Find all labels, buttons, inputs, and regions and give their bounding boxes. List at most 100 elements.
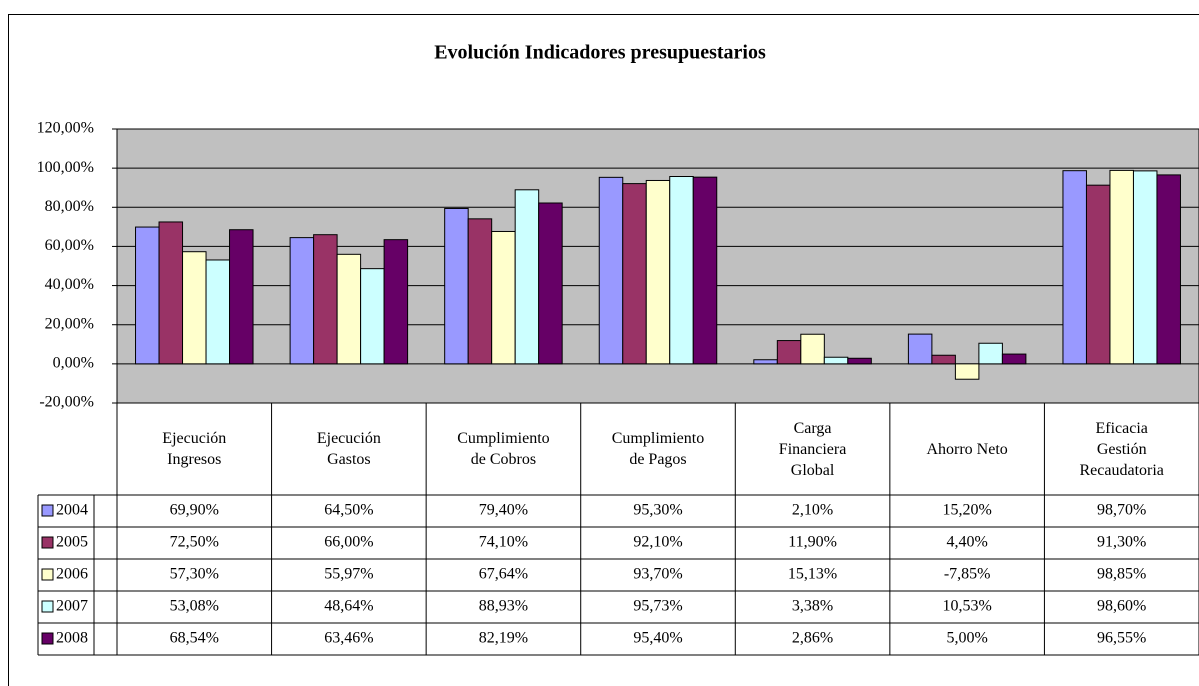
value-label: 95,30% xyxy=(633,502,682,519)
value-label: 68,54% xyxy=(170,630,219,647)
y-tick-label: -20,00% xyxy=(39,394,94,411)
y-tick-label: 0,00% xyxy=(53,355,94,372)
legend-label: 2005 xyxy=(56,534,88,551)
category-cell: Ahorro Neto xyxy=(926,440,1008,458)
legend-key xyxy=(41,632,54,645)
value-label: 74,10% xyxy=(479,534,528,551)
category-label: Ejecución Gastos xyxy=(316,430,381,468)
bar xyxy=(1132,170,1158,365)
category-cell: Ejecución Ingresos xyxy=(162,430,227,468)
value-label: 11,90% xyxy=(788,534,837,551)
bar xyxy=(336,253,362,365)
value-label: 2,86% xyxy=(792,630,833,647)
bar xyxy=(383,239,409,365)
value-label: 96,55% xyxy=(1097,630,1146,647)
bar xyxy=(1062,170,1087,365)
value-label: 66,00% xyxy=(324,534,373,551)
bar xyxy=(467,218,493,365)
bar xyxy=(1109,169,1134,365)
value-label: 5,00% xyxy=(946,630,987,647)
value-label: 10,53% xyxy=(942,598,991,615)
bar xyxy=(598,176,624,365)
bar xyxy=(692,176,718,365)
value-label: 92,10% xyxy=(633,534,682,551)
bar xyxy=(1156,174,1181,365)
bar xyxy=(158,221,184,365)
category-label: Ejecución Ingresos xyxy=(162,430,227,468)
value-label: 15,20% xyxy=(942,502,991,519)
value-label: -7,85% xyxy=(944,566,991,583)
bar xyxy=(1001,353,1027,365)
legend-label: 2006 xyxy=(56,566,88,583)
legend-label: 2007 xyxy=(56,598,88,615)
value-label: 63,46% xyxy=(324,630,373,647)
legend-key xyxy=(41,568,54,581)
value-label: 95,40% xyxy=(633,630,682,647)
bar xyxy=(1085,184,1111,365)
value-label: 4,40% xyxy=(946,534,987,551)
value-label: 82,19% xyxy=(479,630,528,647)
chart-title: Evolución Indicadores presupuestarios xyxy=(434,42,766,64)
y-tick-label: 60,00% xyxy=(45,237,94,254)
legend-key xyxy=(41,536,54,549)
bar xyxy=(514,189,540,365)
bar xyxy=(538,202,563,365)
category-label: Cumplimiento de Pagos xyxy=(611,430,705,468)
bar xyxy=(645,179,671,365)
y-tick-label: 100,00% xyxy=(37,159,94,176)
value-label: 88,93% xyxy=(479,598,528,615)
y-tick-label: 120,00% xyxy=(37,120,94,137)
value-label: 67,64% xyxy=(479,566,528,583)
category-label: Eficacia Gestión Recaudatoria xyxy=(1079,419,1164,479)
bar xyxy=(800,333,825,365)
legend-key xyxy=(41,600,54,613)
bar xyxy=(847,357,872,365)
y-tick-label: 80,00% xyxy=(45,198,94,215)
value-label: 72,50% xyxy=(170,534,219,551)
bar xyxy=(444,207,469,365)
value-label: 55,97% xyxy=(324,566,373,583)
value-label: 98,85% xyxy=(1097,566,1146,583)
bar xyxy=(313,234,338,365)
bar xyxy=(491,230,516,365)
bar xyxy=(289,237,315,365)
bar xyxy=(622,183,647,365)
value-label: 2,10% xyxy=(792,502,833,519)
value-label: 93,70% xyxy=(633,566,682,583)
bar xyxy=(931,354,956,365)
value-label: 3,38% xyxy=(792,598,833,615)
bar xyxy=(907,333,933,365)
value-label: 98,70% xyxy=(1097,502,1146,519)
bar xyxy=(776,340,802,365)
y-tick-label: 40,00% xyxy=(45,276,94,293)
value-label: 98,60% xyxy=(1097,598,1146,615)
legend-key xyxy=(41,504,54,517)
bar xyxy=(954,363,980,380)
bar xyxy=(753,359,778,365)
value-label: 79,40% xyxy=(479,502,528,519)
legend-label: 2004 xyxy=(56,502,88,519)
category-cell: Ejecución Gastos xyxy=(316,430,381,468)
value-label: 57,30% xyxy=(170,566,219,583)
category-cell: Carga Financiera Global xyxy=(778,419,847,479)
bar xyxy=(978,342,1003,365)
category-cell: Eficacia Gestión Recaudatoria xyxy=(1079,419,1164,479)
bar xyxy=(135,226,160,365)
value-label: 95,73% xyxy=(633,598,682,615)
value-label: 64,50% xyxy=(324,502,373,519)
y-tick-label: 20,00% xyxy=(45,315,94,332)
bar xyxy=(360,268,385,365)
bar xyxy=(182,251,207,365)
category-label: Cumplimiento de Cobros xyxy=(457,430,550,468)
category-cell: Cumplimiento de Pagos xyxy=(611,430,705,468)
category-label: Carga Financiera Global xyxy=(778,419,847,479)
category-cell: Cumplimiento de Cobros xyxy=(457,430,550,468)
category-label: Ahorro Neto xyxy=(926,440,1008,458)
bar xyxy=(205,259,231,365)
legend-label: 2008 xyxy=(56,630,88,647)
value-label: 69,90% xyxy=(170,502,219,519)
bar xyxy=(823,356,849,365)
bar xyxy=(229,229,254,365)
value-label: 91,30% xyxy=(1097,534,1146,551)
